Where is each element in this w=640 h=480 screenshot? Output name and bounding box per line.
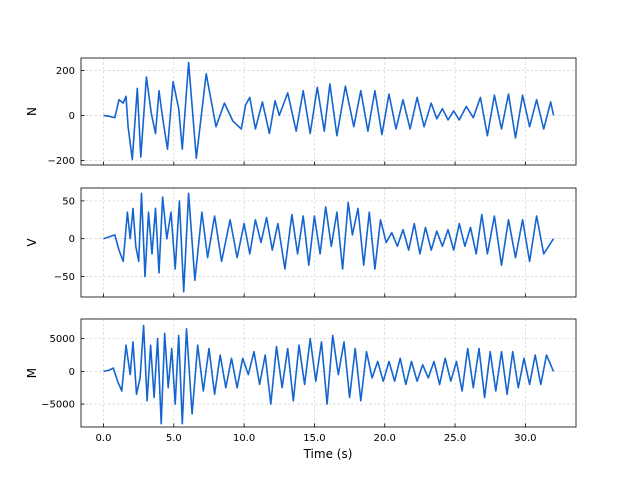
x-tick-label: 10.0 xyxy=(233,433,255,444)
panel-n: −200 0 200 N xyxy=(25,57,577,167)
panel-m: −5000 0 5000 M 0.0 5.0 10.0 15.0 20.0 25.0 30.0 xyxy=(25,318,577,444)
panel-n-frame xyxy=(80,57,577,166)
x-axis-label: Time (s) xyxy=(303,447,353,461)
panel-m-frame xyxy=(80,318,577,428)
panel-n-y-tick-label: −200 xyxy=(48,156,75,167)
x-tick-label: 25.0 xyxy=(444,433,466,444)
panel-n-series-line xyxy=(103,61,555,161)
panel-v-frame xyxy=(80,187,577,298)
panel-m-y-tick-label: −5000 xyxy=(41,400,75,411)
panel-v: −50 0 50 V xyxy=(25,187,577,298)
x-tick-label: 30.0 xyxy=(514,433,536,444)
x-tick-label: 0.0 xyxy=(96,433,112,444)
panel-m-y-tick-label: 5000 xyxy=(50,334,75,345)
panel-n-y-label: N xyxy=(25,107,39,116)
panel-v-y-tick-label: 50 xyxy=(62,196,75,207)
panel-m-y-tick-label: 0 xyxy=(69,367,75,378)
panel-n-y-tick-label: 0 xyxy=(69,111,75,122)
panel-v-series-line xyxy=(103,192,555,293)
x-tick-label: 20.0 xyxy=(374,433,396,444)
panel-m-series-line xyxy=(103,324,555,425)
panel-v-y-tick-label: −50 xyxy=(54,272,75,283)
x-tick-label: 5.0 xyxy=(166,433,182,444)
x-tick-label: 15.0 xyxy=(303,433,325,444)
panel-m-y-label: M xyxy=(25,368,39,378)
panel-n-y-tick-label: 200 xyxy=(56,66,75,77)
panel-v-y-label: V xyxy=(25,238,39,247)
panel-v-y-tick-label: 0 xyxy=(69,234,75,245)
